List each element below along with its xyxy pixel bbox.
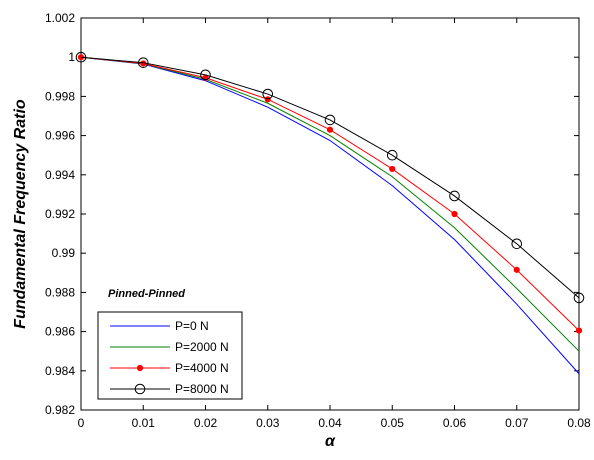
y-tick-label: 0.996	[45, 129, 75, 143]
data-point-p-4000-n	[513, 266, 520, 273]
data-point-p-8000-n	[200, 69, 211, 81]
x-axis-ticks: 0 0.01 0.02 0.03 0.04 0.05 0.06 0.07 0.08	[78, 18, 591, 430]
legend-marker-p-8000-n	[134, 383, 146, 395]
annotation-text: Pinned-Pinned	[108, 288, 185, 300]
series-line-p-2000-n	[80, 56, 580, 352]
series-layer	[75, 51, 585, 375]
x-tick-label: 0.08	[567, 416, 591, 430]
data-point-p-8000-n	[573, 292, 585, 304]
legend-label-p-0-n: P=0 N	[175, 319, 209, 333]
y-tick-label: 0.984	[45, 364, 75, 378]
data-point-p-8000-n	[75, 51, 87, 63]
data-point-p-8000-n	[386, 149, 398, 161]
x-tick-label: 0.06	[443, 416, 467, 430]
legend-label-p-8000-n: P=8000 N	[175, 382, 229, 396]
legend-label-p-2000-n: P=2000 N	[175, 340, 229, 354]
y-tick-label: 0.998	[45, 89, 75, 103]
x-axis-label: α	[325, 433, 336, 450]
x-tick-label: 0.03	[256, 416, 280, 430]
series-line-p-8000-n	[80, 56, 580, 299]
y-axis-ticks: 0.982 0.984 0.986 0.988 0.99 0.992 0.994 0.996 0…	[45, 11, 579, 417]
x-tick-label: 0	[78, 416, 85, 430]
legend-label-p-4000-n: P=4000 N	[175, 361, 229, 375]
data-point-p-8000-n	[137, 57, 149, 68]
y-axis-label: Fundamental Frequency Ratio	[12, 99, 29, 329]
y-tick-label: 1.002	[45, 11, 75, 25]
y-tick-label: 0.99	[52, 246, 76, 260]
data-point-p-4000-n	[326, 126, 334, 133]
data-point-p-8000-n	[449, 190, 460, 202]
x-tick-label: 0.02	[194, 416, 218, 430]
data-point-p-4000-n	[575, 327, 583, 334]
data-point-p-4000-n	[451, 210, 458, 218]
data-point-p-8000-n	[262, 88, 274, 100]
y-tick-label: 0.982	[45, 403, 75, 417]
x-tick-label: 0.07	[505, 416, 529, 430]
x-tick-label: 0.05	[381, 416, 405, 430]
data-point-p-8000-n	[324, 114, 336, 126]
data-point-p-8000-n	[511, 238, 523, 250]
x-tick-label: 0.01	[132, 416, 156, 430]
y-tick-label: 0.994	[45, 168, 75, 182]
legend: P=0 N P=2000 N P=4000 N P=8000 N	[97, 311, 243, 400]
series-line-p-0-n	[80, 56, 580, 375]
y-tick-label: 0.986	[45, 325, 75, 339]
x-tick-label: 0.04	[318, 416, 342, 430]
data-point-p-4000-n	[389, 165, 396, 173]
y-tick-label: 1	[68, 50, 75, 64]
y-tick-label: 0.988	[45, 285, 75, 299]
legend-marker-p-4000-n	[136, 364, 144, 372]
y-tick-label: 0.992	[45, 207, 75, 221]
